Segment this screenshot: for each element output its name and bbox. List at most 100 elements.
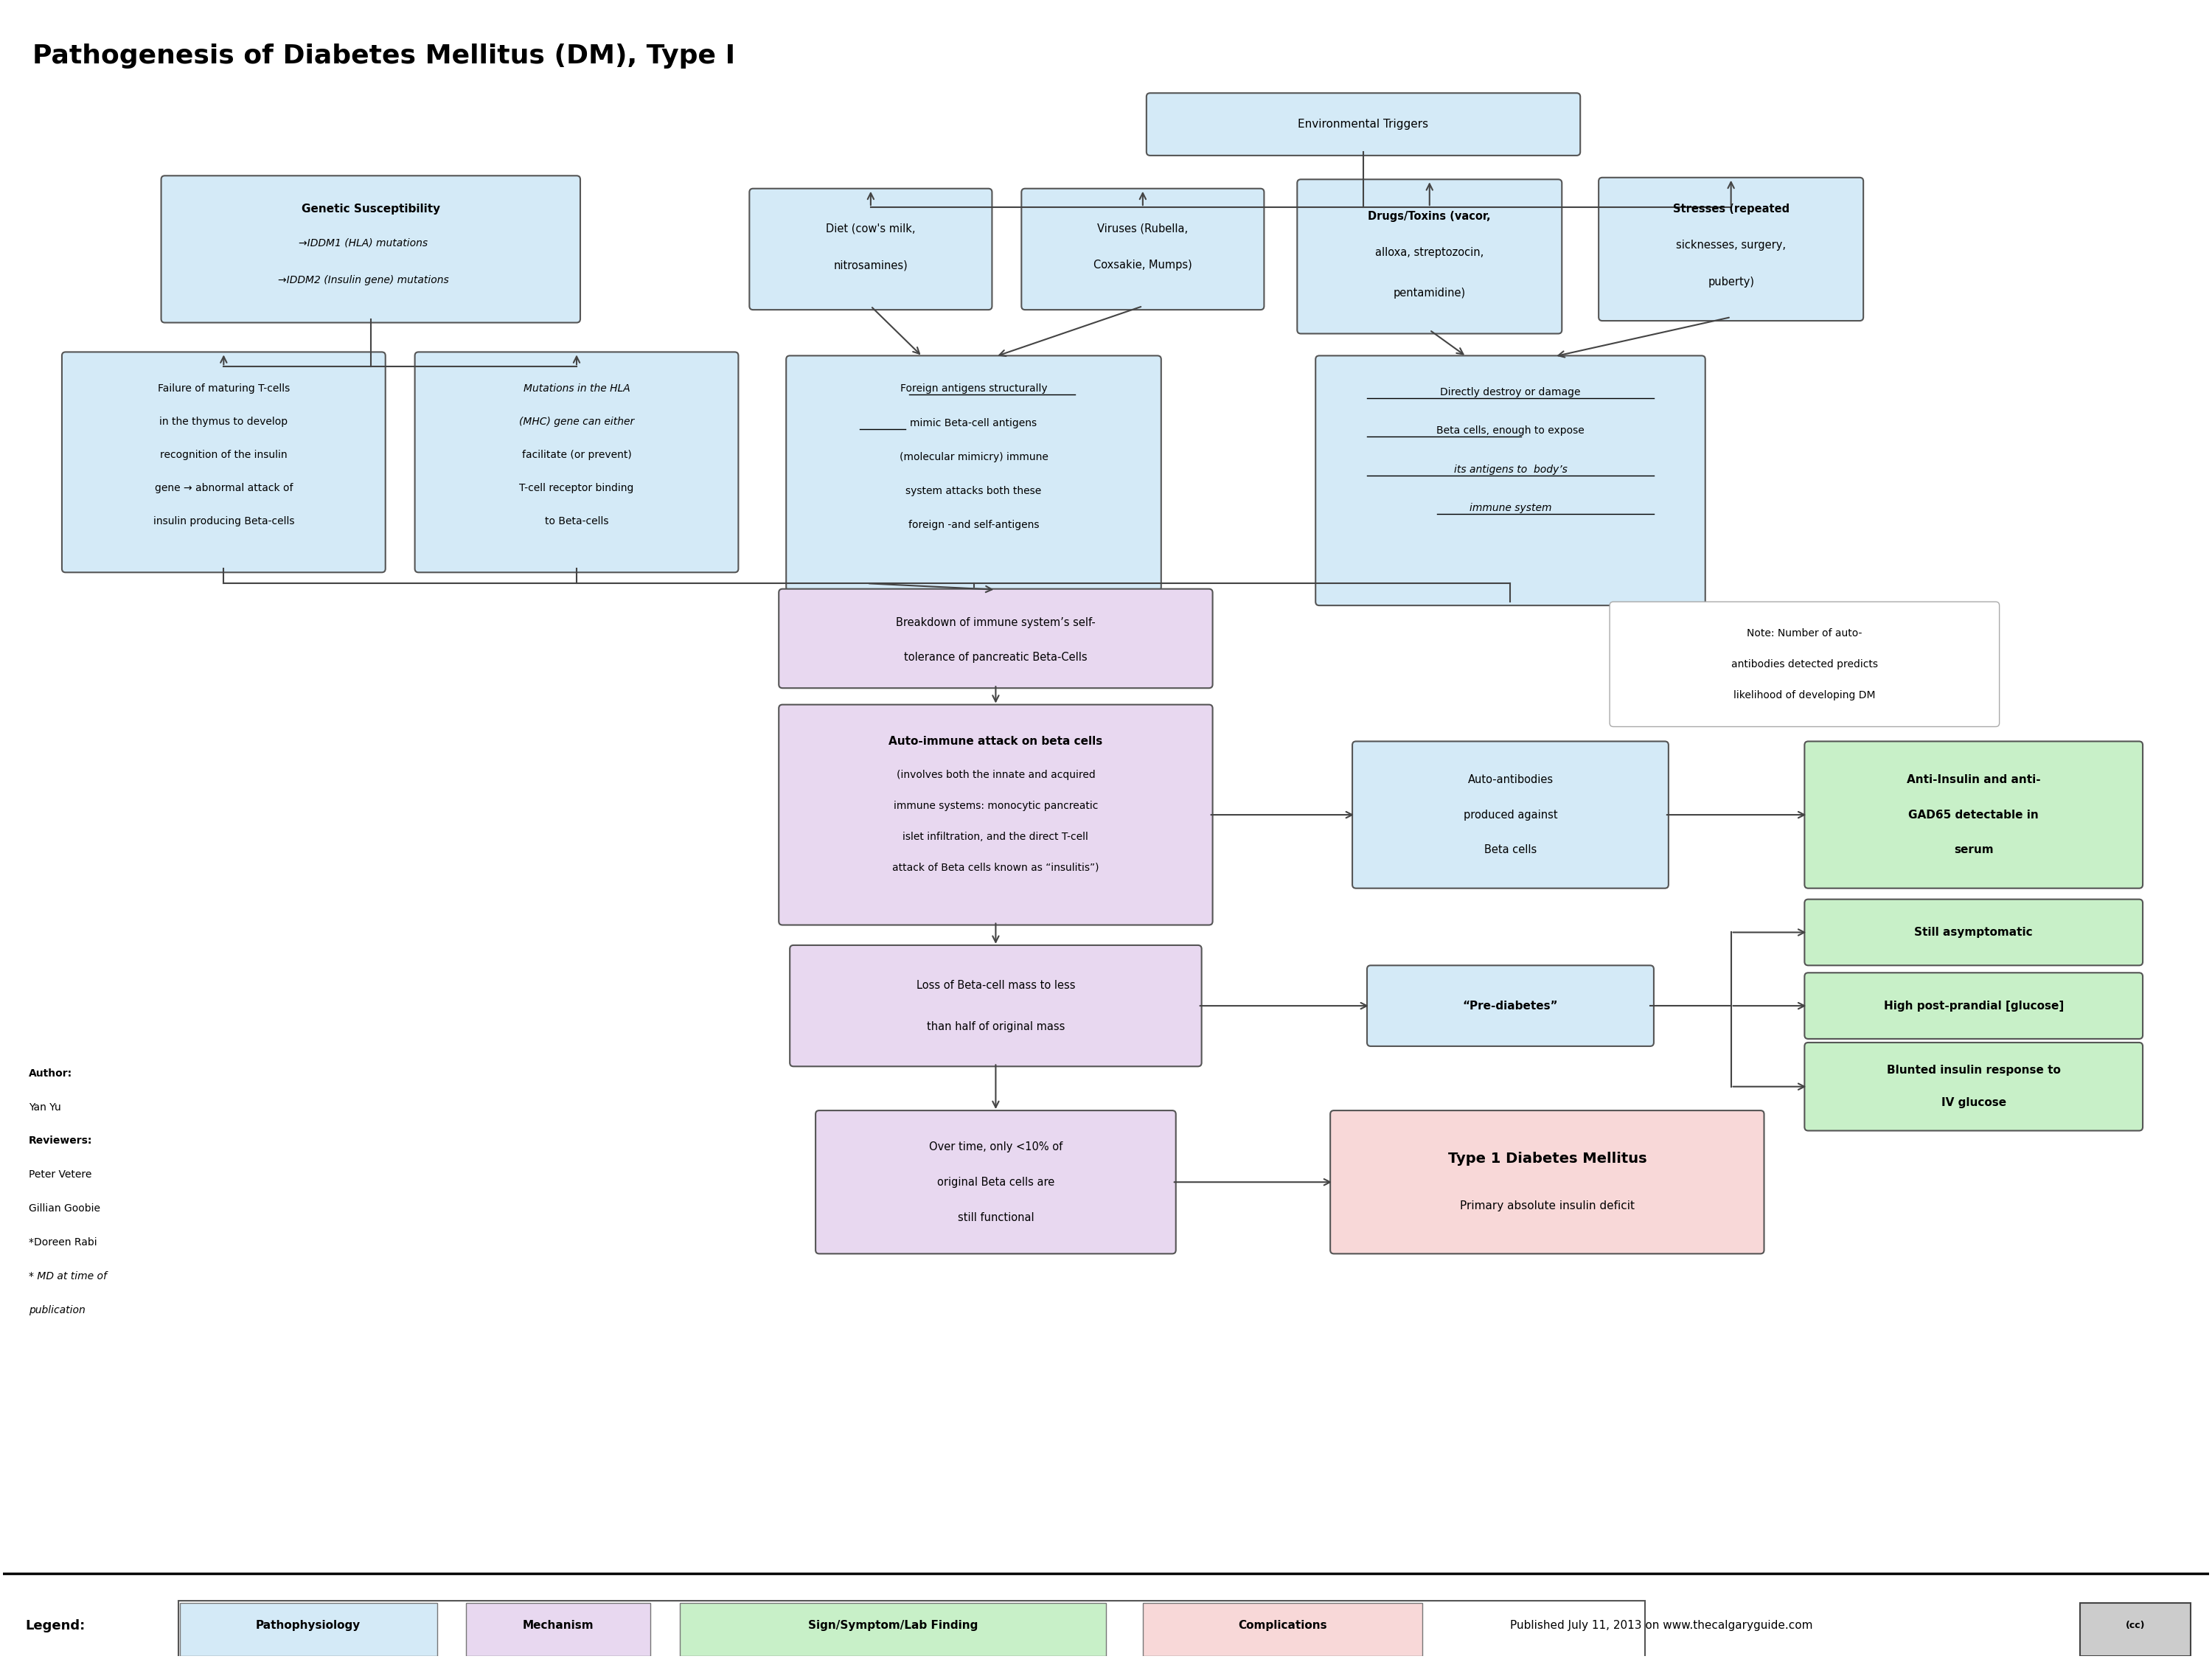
- Text: Legend:: Legend:: [24, 1619, 84, 1632]
- Text: Environmental Triggers: Environmental Triggers: [1298, 119, 1429, 129]
- Text: recognition of the insulin: recognition of the insulin: [159, 450, 288, 460]
- FancyBboxPatch shape: [1146, 93, 1579, 156]
- FancyBboxPatch shape: [779, 589, 1212, 688]
- Text: tolerance of pancreatic Beta-Cells: tolerance of pancreatic Beta-Cells: [905, 652, 1088, 664]
- Text: than half of original mass: than half of original mass: [927, 1020, 1064, 1032]
- FancyBboxPatch shape: [1610, 602, 2000, 727]
- FancyBboxPatch shape: [790, 946, 1201, 1067]
- Text: sicknesses, surgery,: sicknesses, surgery,: [1677, 241, 1785, 251]
- FancyBboxPatch shape: [679, 1603, 1106, 1656]
- Text: likelihood of developing DM: likelihood of developing DM: [1734, 690, 1876, 700]
- Text: Sign/Symptom/Lab Finding: Sign/Symptom/Lab Finding: [807, 1621, 978, 1631]
- Text: GAD65 detectable in: GAD65 detectable in: [1909, 810, 2039, 820]
- Text: immune systems: monocytic pancreatic: immune systems: monocytic pancreatic: [894, 801, 1097, 811]
- Text: still functional: still functional: [958, 1211, 1033, 1223]
- Text: Breakdown of immune system’s self-: Breakdown of immune system’s self-: [896, 617, 1095, 627]
- Text: gene → abnormal attack of: gene → abnormal attack of: [155, 483, 292, 493]
- Text: pentamidine): pentamidine): [1394, 287, 1467, 299]
- FancyBboxPatch shape: [1805, 972, 2143, 1039]
- Text: (cc): (cc): [2126, 1621, 2146, 1631]
- Text: Pathogenesis of Diabetes Mellitus (DM), Type I: Pathogenesis of Diabetes Mellitus (DM), …: [33, 43, 734, 68]
- Text: Pathophysiology: Pathophysiology: [257, 1621, 361, 1631]
- Text: →IDDM1 (HLA) mutations: →IDDM1 (HLA) mutations: [299, 239, 427, 249]
- Text: facilitate (or prevent): facilitate (or prevent): [522, 450, 630, 460]
- Text: to Beta-cells: to Beta-cells: [544, 516, 608, 526]
- FancyBboxPatch shape: [1367, 966, 1655, 1047]
- Text: “Pre-diabetes”: “Pre-diabetes”: [1462, 1000, 1557, 1012]
- Text: alloxa, streptozocin,: alloxa, streptozocin,: [1376, 247, 1484, 259]
- Text: Reviewers:: Reviewers:: [29, 1136, 93, 1146]
- Text: Failure of maturing T-cells: Failure of maturing T-cells: [157, 383, 290, 393]
- FancyBboxPatch shape: [1329, 1110, 1765, 1254]
- Text: Coxsakie, Mumps): Coxsakie, Mumps): [1093, 260, 1192, 270]
- Text: Note: Number of auto-: Note: Number of auto-: [1747, 629, 1863, 639]
- Text: Genetic Susceptibility: Genetic Susceptibility: [301, 204, 440, 214]
- FancyBboxPatch shape: [816, 1110, 1177, 1254]
- FancyBboxPatch shape: [2079, 1603, 2190, 1656]
- FancyBboxPatch shape: [1599, 178, 1863, 320]
- Text: Gillian Goobie: Gillian Goobie: [29, 1203, 100, 1214]
- Text: IV glucose: IV glucose: [1942, 1097, 2006, 1108]
- FancyBboxPatch shape: [1296, 179, 1562, 333]
- Text: Mutations in the HLA: Mutations in the HLA: [524, 383, 630, 393]
- Text: Directly destroy or damage: Directly destroy or damage: [1440, 387, 1582, 398]
- Text: T-cell receptor binding: T-cell receptor binding: [520, 483, 635, 493]
- Text: Mechanism: Mechanism: [522, 1621, 593, 1631]
- FancyBboxPatch shape: [1805, 742, 2143, 888]
- Text: insulin producing Beta-cells: insulin producing Beta-cells: [153, 516, 294, 526]
- Text: its antigens to  body’s: its antigens to body’s: [1453, 465, 1566, 474]
- FancyBboxPatch shape: [179, 1603, 438, 1656]
- Text: Anti-Insulin and anti-: Anti-Insulin and anti-: [1907, 775, 2042, 785]
- Text: Blunted insulin response to: Blunted insulin response to: [1887, 1065, 2062, 1077]
- Text: Author:: Author:: [29, 1068, 73, 1078]
- FancyBboxPatch shape: [1805, 1042, 2143, 1131]
- Text: (molecular mimicry) immune: (molecular mimicry) immune: [900, 451, 1048, 463]
- FancyBboxPatch shape: [1805, 899, 2143, 966]
- Text: Complications: Complications: [1239, 1621, 1327, 1631]
- FancyBboxPatch shape: [779, 705, 1212, 926]
- Text: foreign -and self-antigens: foreign -and self-antigens: [909, 519, 1040, 529]
- Text: publication: publication: [29, 1304, 86, 1316]
- FancyBboxPatch shape: [416, 352, 739, 572]
- Text: (involves both the innate and acquired: (involves both the innate and acquired: [896, 770, 1095, 780]
- Text: Drugs/Toxins (vacor,: Drugs/Toxins (vacor,: [1367, 211, 1491, 222]
- Text: * MD at time of: * MD at time of: [29, 1271, 106, 1281]
- Text: nitrosamines): nitrosamines): [834, 260, 907, 270]
- FancyBboxPatch shape: [1352, 742, 1668, 888]
- Text: Diet (cow's milk,: Diet (cow's milk,: [825, 222, 916, 234]
- Text: serum: serum: [1953, 844, 1993, 856]
- Text: Primary absolute insulin deficit: Primary absolute insulin deficit: [1460, 1199, 1635, 1211]
- Text: produced against: produced against: [1464, 810, 1557, 820]
- Text: Yan Yu: Yan Yu: [29, 1102, 62, 1113]
- FancyBboxPatch shape: [1144, 1603, 1422, 1656]
- FancyBboxPatch shape: [161, 176, 580, 322]
- Text: Peter Vetere: Peter Vetere: [29, 1170, 91, 1180]
- Text: Published July 11, 2013 on www.thecalgaryguide.com: Published July 11, 2013 on www.thecalgar…: [1511, 1621, 1814, 1631]
- Text: Type 1 Diabetes Mellitus: Type 1 Diabetes Mellitus: [1449, 1151, 1646, 1166]
- Text: →IDDM2 (Insulin gene) mutations: →IDDM2 (Insulin gene) mutations: [279, 275, 449, 285]
- FancyBboxPatch shape: [785, 355, 1161, 591]
- FancyBboxPatch shape: [1022, 189, 1263, 310]
- Text: system attacks both these: system attacks both these: [905, 486, 1042, 496]
- Text: Auto-immune attack on beta cells: Auto-immune attack on beta cells: [889, 737, 1104, 747]
- Text: Foreign antigens structurally: Foreign antigens structurally: [900, 383, 1046, 393]
- Text: Beta cells: Beta cells: [1484, 844, 1537, 856]
- Text: Over time, only <10% of: Over time, only <10% of: [929, 1141, 1062, 1153]
- Text: Beta cells, enough to expose: Beta cells, enough to expose: [1436, 425, 1584, 436]
- FancyBboxPatch shape: [750, 189, 991, 310]
- FancyBboxPatch shape: [62, 352, 385, 572]
- Text: Still asymptomatic: Still asymptomatic: [1913, 927, 2033, 937]
- Text: immune system: immune system: [1469, 503, 1551, 513]
- Text: attack of Beta cells known as “insulitis”): attack of Beta cells known as “insulitis…: [891, 863, 1099, 873]
- FancyBboxPatch shape: [467, 1603, 650, 1656]
- Text: mimic Beta-cell antigens: mimic Beta-cell antigens: [909, 418, 1037, 428]
- Text: original Beta cells are: original Beta cells are: [938, 1176, 1055, 1188]
- Text: Loss of Beta-cell mass to less: Loss of Beta-cell mass to less: [916, 980, 1075, 990]
- Text: antibodies detected predicts: antibodies detected predicts: [1732, 659, 1878, 669]
- FancyBboxPatch shape: [1316, 355, 1705, 606]
- Text: islet infiltration, and the direct T-cell: islet infiltration, and the direct T-cel…: [902, 831, 1088, 843]
- Text: *Doreen Rabi: *Doreen Rabi: [29, 1238, 97, 1248]
- Text: High post-prandial [glucose]: High post-prandial [glucose]: [1885, 1000, 2064, 1012]
- Text: in the thymus to develop: in the thymus to develop: [159, 416, 288, 426]
- Text: (MHC) gene can either: (MHC) gene can either: [520, 416, 635, 426]
